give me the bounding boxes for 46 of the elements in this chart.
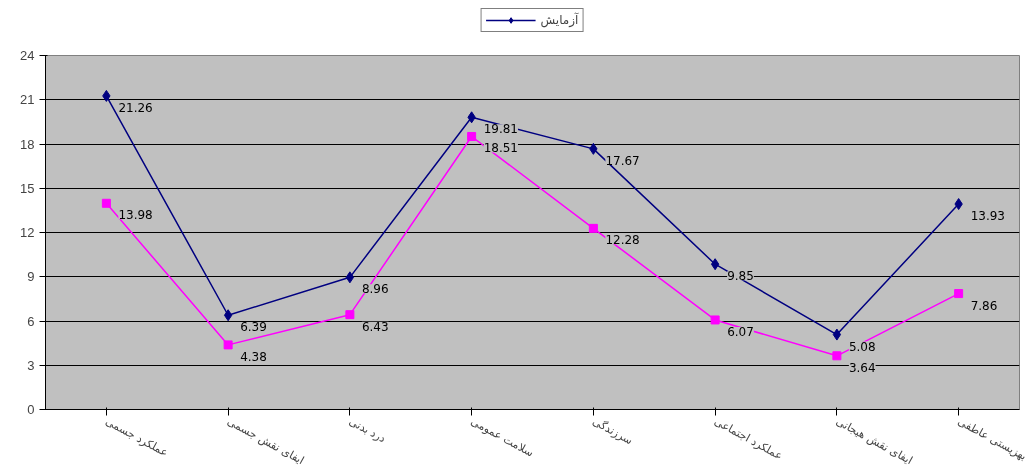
point bbox=[832, 351, 842, 361]
y-tick-label: 21 bbox=[20, 92, 35, 108]
data-label: 9.85 bbox=[727, 269, 754, 284]
point bbox=[101, 198, 111, 208]
data-label: 5.08 bbox=[848, 339, 876, 354]
y-tick-label: 0 bbox=[27, 402, 35, 417]
point bbox=[832, 328, 842, 341]
data-label: 13.98 bbox=[118, 208, 153, 223]
data-label: 7.86 bbox=[970, 298, 998, 313]
point bbox=[345, 310, 355, 320]
x-tick-label: سرزندگی bbox=[590, 414, 635, 448]
data-label: 19.81 bbox=[483, 122, 518, 137]
data-label: 17.67 bbox=[605, 153, 640, 168]
point bbox=[954, 289, 964, 299]
point bbox=[467, 131, 477, 141]
point bbox=[223, 340, 233, 350]
data-label: 21.26 bbox=[118, 100, 153, 115]
data-label: 3.64 bbox=[848, 360, 876, 375]
data-label: 8.96 bbox=[361, 282, 389, 297]
point bbox=[710, 258, 720, 271]
point bbox=[710, 315, 720, 325]
x-tick-label: عملکرد جسمی bbox=[103, 414, 171, 460]
legend-label: آزمایش bbox=[540, 13, 579, 27]
data-label: 18.51 bbox=[483, 141, 518, 156]
x-tick-label: سلامت عمومی bbox=[468, 414, 536, 460]
data-label: 12.28 bbox=[605, 233, 640, 248]
y-tick-label: 18 bbox=[20, 136, 35, 152]
point bbox=[588, 223, 598, 233]
point bbox=[223, 309, 233, 322]
y-tick-label: 6 bbox=[27, 313, 35, 329]
y-tick-label: 15 bbox=[20, 180, 35, 196]
data-label: 6.39 bbox=[240, 320, 267, 335]
x-tick-label: ایفای نقش هیجانی bbox=[833, 414, 915, 467]
point bbox=[345, 271, 355, 284]
y-tick-label: 3 bbox=[27, 357, 35, 373]
x-tick-label: عملکرد اجتماعی bbox=[712, 414, 785, 463]
data-label: 6.43 bbox=[361, 319, 389, 334]
x-tick-label: ایفای نقش جسمی bbox=[225, 414, 307, 468]
data-label: 13.93 bbox=[970, 209, 1005, 224]
data-label: 4.38 bbox=[240, 349, 267, 364]
y-tick-label: 9 bbox=[27, 269, 35, 285]
data-label: 6.07 bbox=[727, 324, 754, 339]
y-tick-label: 12 bbox=[20, 225, 35, 240]
x-tick-label: بهزیستی عاطفی bbox=[955, 414, 1029, 463]
x-tick-label: درد بدنی bbox=[346, 414, 388, 446]
y-tick-label: 24 bbox=[20, 48, 35, 63]
